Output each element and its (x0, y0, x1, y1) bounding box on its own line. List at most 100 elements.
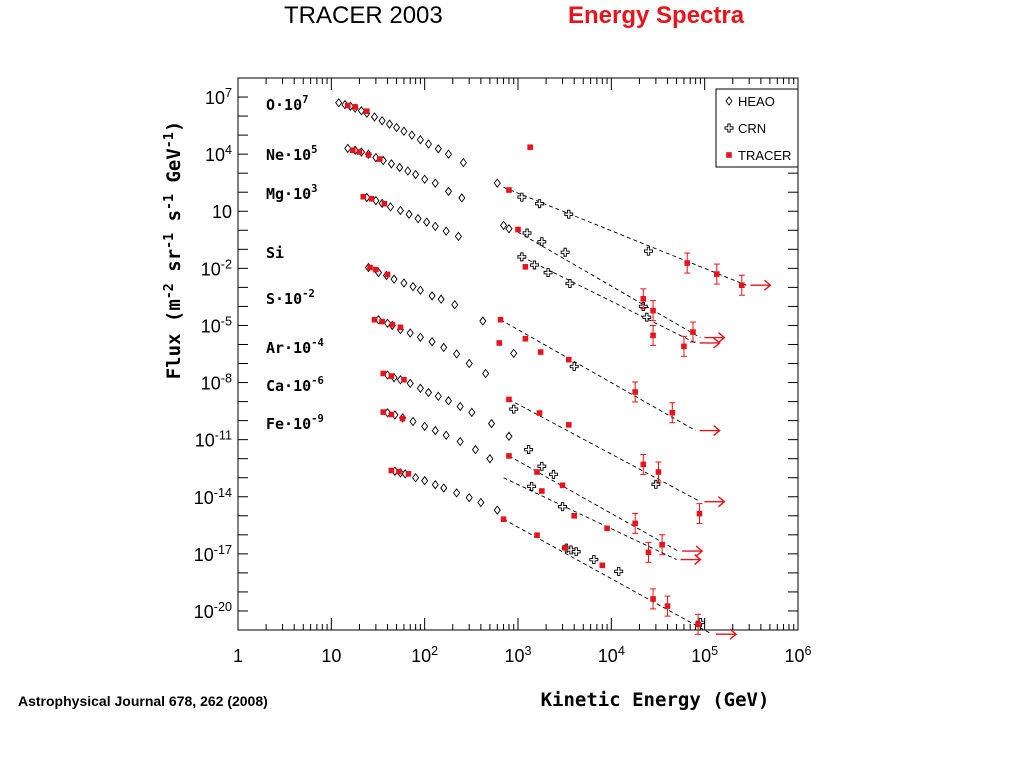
lower-limit-arrow (680, 554, 702, 566)
tracer-point (565, 356, 572, 363)
heao-point (456, 436, 464, 447)
crn-point (724, 123, 734, 133)
x-tick-label: 102 (411, 644, 438, 666)
lower-limit-arrow (750, 279, 772, 291)
heao-point (444, 396, 453, 406)
tracer-point (537, 349, 544, 355)
x-tick-label: 104 (598, 644, 625, 666)
heao-point (390, 274, 398, 284)
tracer-point (565, 422, 572, 428)
crn-point (558, 502, 567, 512)
heao-point (414, 213, 422, 224)
heao-point (416, 332, 424, 342)
power-law-fit (521, 256, 696, 344)
tracer-point (650, 332, 656, 339)
tracer-point (380, 409, 387, 415)
y-tick-label: 10 (212, 202, 232, 222)
y-tick-label: 10-17 (194, 543, 232, 565)
heao-point (424, 139, 433, 149)
species-label: Fe·10-9 (266, 413, 324, 433)
legend-label-heao: HEAO (738, 94, 775, 109)
x-tick-label: 10 (321, 646, 341, 666)
heao-point (487, 418, 496, 429)
x-axis-label: Kinetic Energy (GeV) (541, 689, 770, 711)
crn-point (522, 228, 532, 238)
tracer-point (536, 410, 543, 416)
crn-point (564, 209, 574, 219)
heao-point (335, 98, 343, 108)
tracer-point (506, 187, 512, 193)
heao-point (357, 106, 365, 116)
y-axis-label: Flux (m-2 sr-1 s-1 GeV-1) (162, 121, 185, 380)
tracer-point (640, 296, 647, 302)
tracer-point (399, 415, 406, 422)
tracer-point (640, 461, 647, 468)
tracer-point (371, 316, 378, 323)
heao-point (725, 96, 733, 106)
tracer-point (506, 396, 512, 403)
heao-point (408, 130, 416, 140)
y-tick-label: 10-2 (201, 257, 232, 279)
crn-point (509, 404, 519, 414)
heao-point (505, 431, 513, 442)
heao-point (477, 497, 485, 508)
heao-point (434, 391, 442, 402)
power-law-fit (508, 455, 679, 552)
heao-point (454, 231, 462, 242)
tracer-point (650, 596, 656, 602)
crn-point (642, 312, 652, 322)
heao-point (465, 492, 473, 503)
species-label: Ar·10-4 (266, 337, 324, 357)
crn-point (529, 260, 539, 270)
heao-point (510, 348, 518, 359)
tracer-point (522, 335, 529, 342)
heao-point (440, 483, 448, 493)
crn-point (614, 566, 624, 576)
tracer-point (664, 603, 671, 609)
heao-point (451, 300, 459, 310)
heao-point (456, 401, 464, 412)
tracer-point (534, 532, 540, 538)
heao-point (444, 186, 453, 197)
crn-point (571, 547, 581, 557)
tracer-point (604, 525, 610, 532)
heao-point (396, 205, 404, 216)
tracer-point (562, 544, 568, 551)
tracer-point (690, 329, 696, 335)
citation: Astrophysical Journal 678, 262 (2008) (18, 693, 268, 709)
tracer-point (696, 510, 703, 517)
tracer-point (360, 193, 367, 200)
tracer-point (368, 196, 375, 202)
chart-title-right: Energy Spectra (568, 2, 745, 29)
heao-point (471, 444, 480, 455)
heao-point (396, 162, 404, 173)
heao-point (431, 425, 439, 436)
y-tick-label: 10-8 (201, 372, 232, 394)
heao-point (428, 336, 436, 347)
heao-point (409, 416, 417, 427)
tracer-point (352, 104, 358, 110)
species-label: Ne·105 (266, 144, 317, 164)
heao-point (437, 294, 445, 304)
tracer-point (650, 307, 656, 314)
lower-limit-arrow (704, 496, 726, 508)
crn-point (549, 469, 558, 479)
crn-point (560, 247, 570, 257)
tracer-point (497, 316, 504, 323)
x-tick-label: 105 (691, 644, 718, 666)
tracer-point (739, 282, 745, 289)
tracer-point (373, 266, 379, 273)
heao-point (400, 278, 408, 288)
heao-point (468, 407, 476, 418)
lower-limit-arrow (704, 332, 726, 344)
heao-point (370, 112, 379, 122)
plot-frame (237, 77, 799, 631)
species-label: Ca·10-6 (266, 375, 324, 395)
heao-point (423, 217, 431, 227)
heao-point (459, 157, 467, 168)
power-law-fit (503, 186, 747, 286)
heao-point (440, 342, 448, 353)
tracer-point (401, 376, 407, 383)
heao-point (406, 378, 414, 389)
power-law-fit (500, 319, 696, 431)
